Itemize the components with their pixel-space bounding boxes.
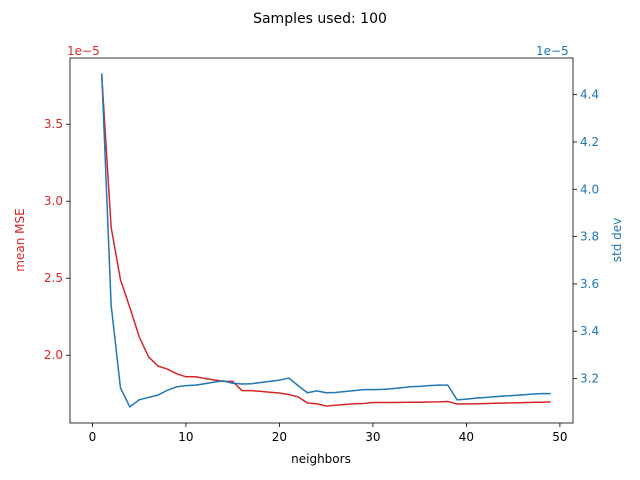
right-tick-label: 3.4 — [580, 324, 599, 338]
right-axis-offset-text: 1e−5 — [536, 44, 569, 58]
x-axis-label: neighbors — [291, 452, 351, 466]
chart-title: Samples used: 100 — [253, 11, 387, 27]
series-line-mean-mse — [101, 76, 551, 407]
x-tick-label: 10 — [178, 430, 193, 444]
x-axis: 0 10 20 30 40 50 — [89, 423, 568, 444]
right-tick-label: 4.0 — [580, 182, 599, 196]
right-tick-label: 4.4 — [580, 88, 599, 102]
right-tick-label: 3.8 — [580, 230, 599, 244]
right-axis-label: std dev — [610, 218, 624, 263]
left-tick-label: 3.5 — [44, 117, 63, 131]
series-line-std-dev — [101, 73, 551, 408]
x-tick-label: 30 — [365, 430, 380, 444]
right-tick-label: 4.2 — [580, 135, 599, 149]
x-tick-label: 40 — [459, 430, 474, 444]
series-layer — [101, 73, 551, 408]
left-tick-label: 2.5 — [44, 271, 63, 285]
plot-frame — [69, 57, 574, 424]
left-axis-label: mean MSE — [13, 208, 27, 271]
left-tick-label: 2.0 — [44, 348, 63, 362]
right-y-axis: 3.2 3.4 3.6 3.8 4.0 4.2 4.4 — [573, 88, 599, 386]
right-tick-label: 3.6 — [580, 277, 599, 291]
left-axis-offset-text: 1e−5 — [67, 44, 100, 58]
right-tick-label: 3.2 — [580, 372, 599, 386]
x-tick-label: 0 — [89, 430, 97, 444]
left-tick-label: 3.0 — [44, 194, 63, 208]
left-y-axis: 2.0 2.5 3.0 3.5 — [44, 117, 70, 362]
x-tick-label: 20 — [272, 430, 287, 444]
x-tick-label: 50 — [552, 430, 567, 444]
